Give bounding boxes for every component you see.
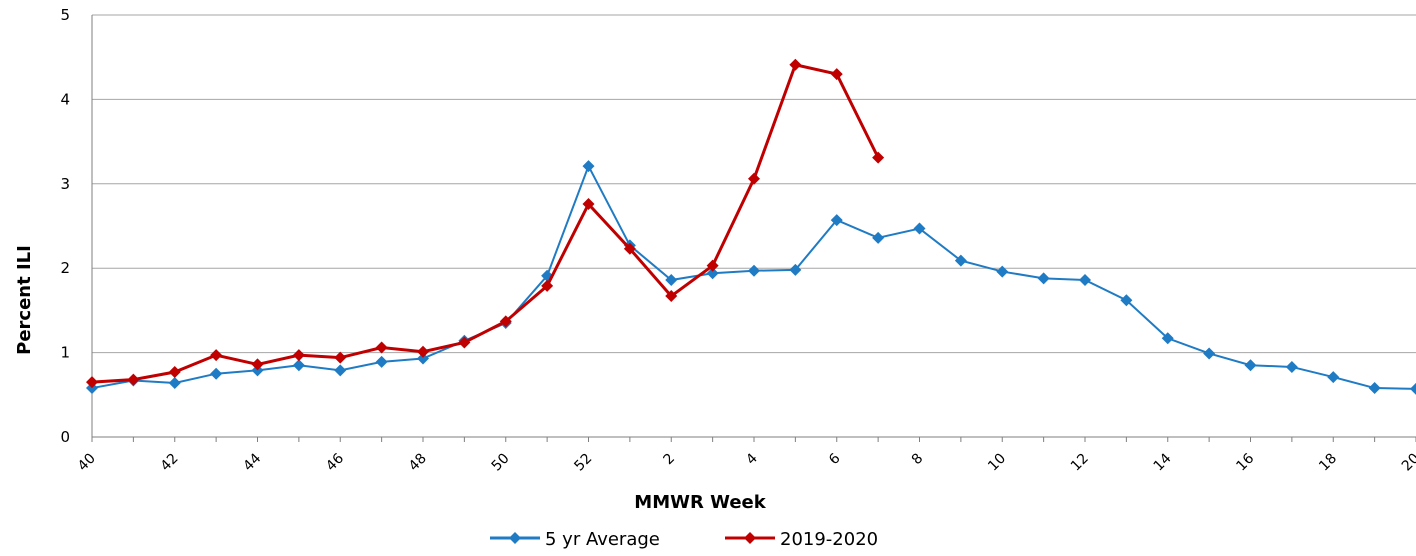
y-tick-label: 4 bbox=[60, 90, 70, 108]
x-tick-label: 50 bbox=[489, 451, 513, 475]
legend-label: 5 yr Average bbox=[545, 529, 660, 550]
x-tick-label: 8 bbox=[909, 451, 927, 469]
x-axis-title: MMWR Week bbox=[634, 492, 766, 513]
point bbox=[1079, 274, 1091, 287]
point bbox=[872, 231, 885, 244]
point bbox=[789, 263, 802, 276]
point bbox=[292, 349, 305, 362]
x-tick-label: 6 bbox=[826, 450, 844, 468]
series-line bbox=[91, 63, 880, 384]
y-axis-title: Percent ILI bbox=[14, 245, 35, 355]
legend-marker bbox=[509, 532, 521, 544]
point bbox=[417, 352, 429, 365]
point bbox=[86, 376, 98, 389]
point bbox=[1120, 294, 1133, 307]
point bbox=[1410, 382, 1416, 395]
point bbox=[417, 345, 429, 358]
x-tick-label: 16 bbox=[1233, 450, 1257, 474]
x-tick-label: 42 bbox=[158, 451, 182, 475]
point bbox=[1244, 359, 1257, 372]
point bbox=[748, 172, 760, 185]
point bbox=[1368, 382, 1381, 395]
point bbox=[954, 254, 967, 267]
x-tick-label: 12 bbox=[1068, 451, 1092, 475]
point bbox=[251, 358, 264, 371]
x-tick-label: 46 bbox=[323, 450, 347, 474]
point bbox=[292, 359, 305, 372]
point bbox=[1161, 332, 1174, 345]
point bbox=[582, 160, 595, 173]
point bbox=[1285, 360, 1298, 373]
y-tick-label: 1 bbox=[60, 344, 70, 362]
y-tick-label: 0 bbox=[60, 428, 70, 446]
point bbox=[375, 355, 388, 368]
point bbox=[458, 336, 471, 349]
point bbox=[334, 351, 347, 364]
point bbox=[375, 341, 388, 354]
y-tick-label: 3 bbox=[60, 175, 70, 193]
point bbox=[210, 349, 223, 362]
point bbox=[1037, 272, 1050, 285]
point bbox=[541, 279, 554, 292]
point bbox=[499, 315, 512, 328]
point bbox=[665, 290, 678, 303]
point bbox=[996, 265, 1009, 278]
y-tick-label: 5 bbox=[60, 6, 70, 24]
point bbox=[582, 198, 595, 211]
point bbox=[665, 274, 678, 287]
x-tick-label: 40 bbox=[75, 451, 99, 475]
legend-marker bbox=[744, 532, 756, 544]
x-tick-label: 52 bbox=[571, 451, 595, 475]
x-tick-label: 10 bbox=[985, 451, 1009, 475]
point bbox=[1203, 347, 1216, 360]
point bbox=[127, 373, 140, 386]
point bbox=[168, 366, 181, 379]
point bbox=[1327, 371, 1340, 384]
x-tick-label: 44 bbox=[240, 450, 264, 474]
point bbox=[789, 58, 802, 71]
point bbox=[830, 68, 843, 81]
point bbox=[872, 151, 885, 164]
point bbox=[210, 367, 223, 380]
x-tick-label: 2 bbox=[660, 451, 678, 469]
point bbox=[334, 364, 347, 377]
point bbox=[623, 242, 636, 255]
point bbox=[706, 267, 719, 280]
point bbox=[706, 259, 719, 272]
x-tick-label: 18 bbox=[1316, 451, 1340, 475]
x-tick-label: 48 bbox=[406, 451, 430, 475]
x-tick-label: 14 bbox=[1151, 450, 1175, 474]
y-tick-label: 2 bbox=[60, 259, 70, 277]
legend-label: 2019-2020 bbox=[780, 529, 878, 550]
point bbox=[748, 264, 760, 277]
point bbox=[913, 222, 926, 235]
point bbox=[830, 214, 843, 227]
x-tick-label: 20 bbox=[1399, 451, 1416, 475]
point bbox=[168, 376, 181, 389]
x-tick-label: 4 bbox=[743, 450, 761, 468]
